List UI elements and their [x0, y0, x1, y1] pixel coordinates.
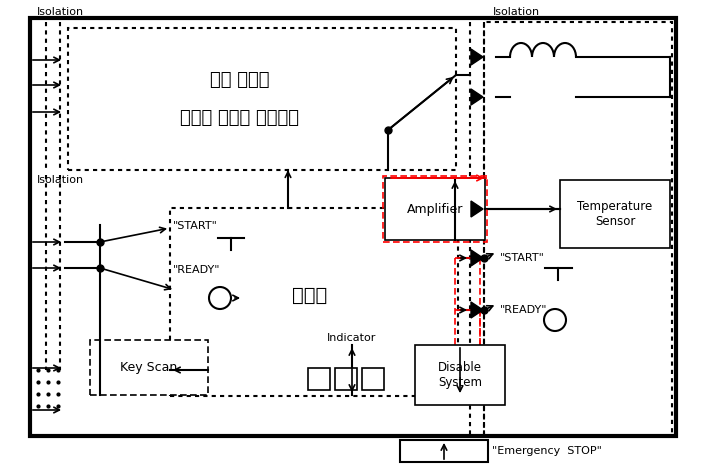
Bar [335, 368, 357, 390]
Text: "START": "START" [500, 253, 545, 263]
Text: Isolation: Isolation [37, 7, 84, 17]
Text: Indicator: Indicator [328, 333, 377, 343]
Bar [68, 28, 456, 170]
Text: Disable
System: Disable System [438, 361, 482, 389]
Text: 자기장 발생용 전원장치: 자기장 발생용 전원장치 [181, 109, 299, 127]
Bar [415, 345, 505, 405]
Polygon shape [471, 89, 483, 105]
Bar [30, 18, 676, 436]
Text: Isolation: Isolation [37, 175, 84, 185]
Text: Amplifier: Amplifier [407, 202, 463, 216]
Text: 시변 펄스형: 시변 펄스형 [210, 71, 270, 89]
Bar [362, 368, 384, 390]
Bar [560, 180, 670, 248]
Polygon shape [471, 302, 483, 318]
Bar [385, 178, 485, 240]
Polygon shape [471, 49, 483, 65]
Bar [308, 368, 330, 390]
Bar [383, 176, 487, 242]
Bar [170, 208, 458, 396]
Text: Key Scan: Key Scan [121, 362, 178, 374]
Text: "Emergency  STOP": "Emergency STOP" [492, 446, 602, 456]
Text: Isolation: Isolation [493, 7, 540, 17]
Polygon shape [471, 201, 483, 217]
Bar [90, 340, 208, 395]
Text: "READY": "READY" [500, 305, 547, 315]
Bar [484, 22, 672, 436]
Polygon shape [471, 250, 483, 266]
Text: "READY": "READY" [173, 265, 220, 275]
Bar [400, 440, 488, 462]
Text: 제어부: 제어부 [292, 285, 328, 304]
Text: "START": "START" [173, 221, 218, 231]
Text: Temperature
Sensor: Temperature Sensor [578, 200, 652, 228]
